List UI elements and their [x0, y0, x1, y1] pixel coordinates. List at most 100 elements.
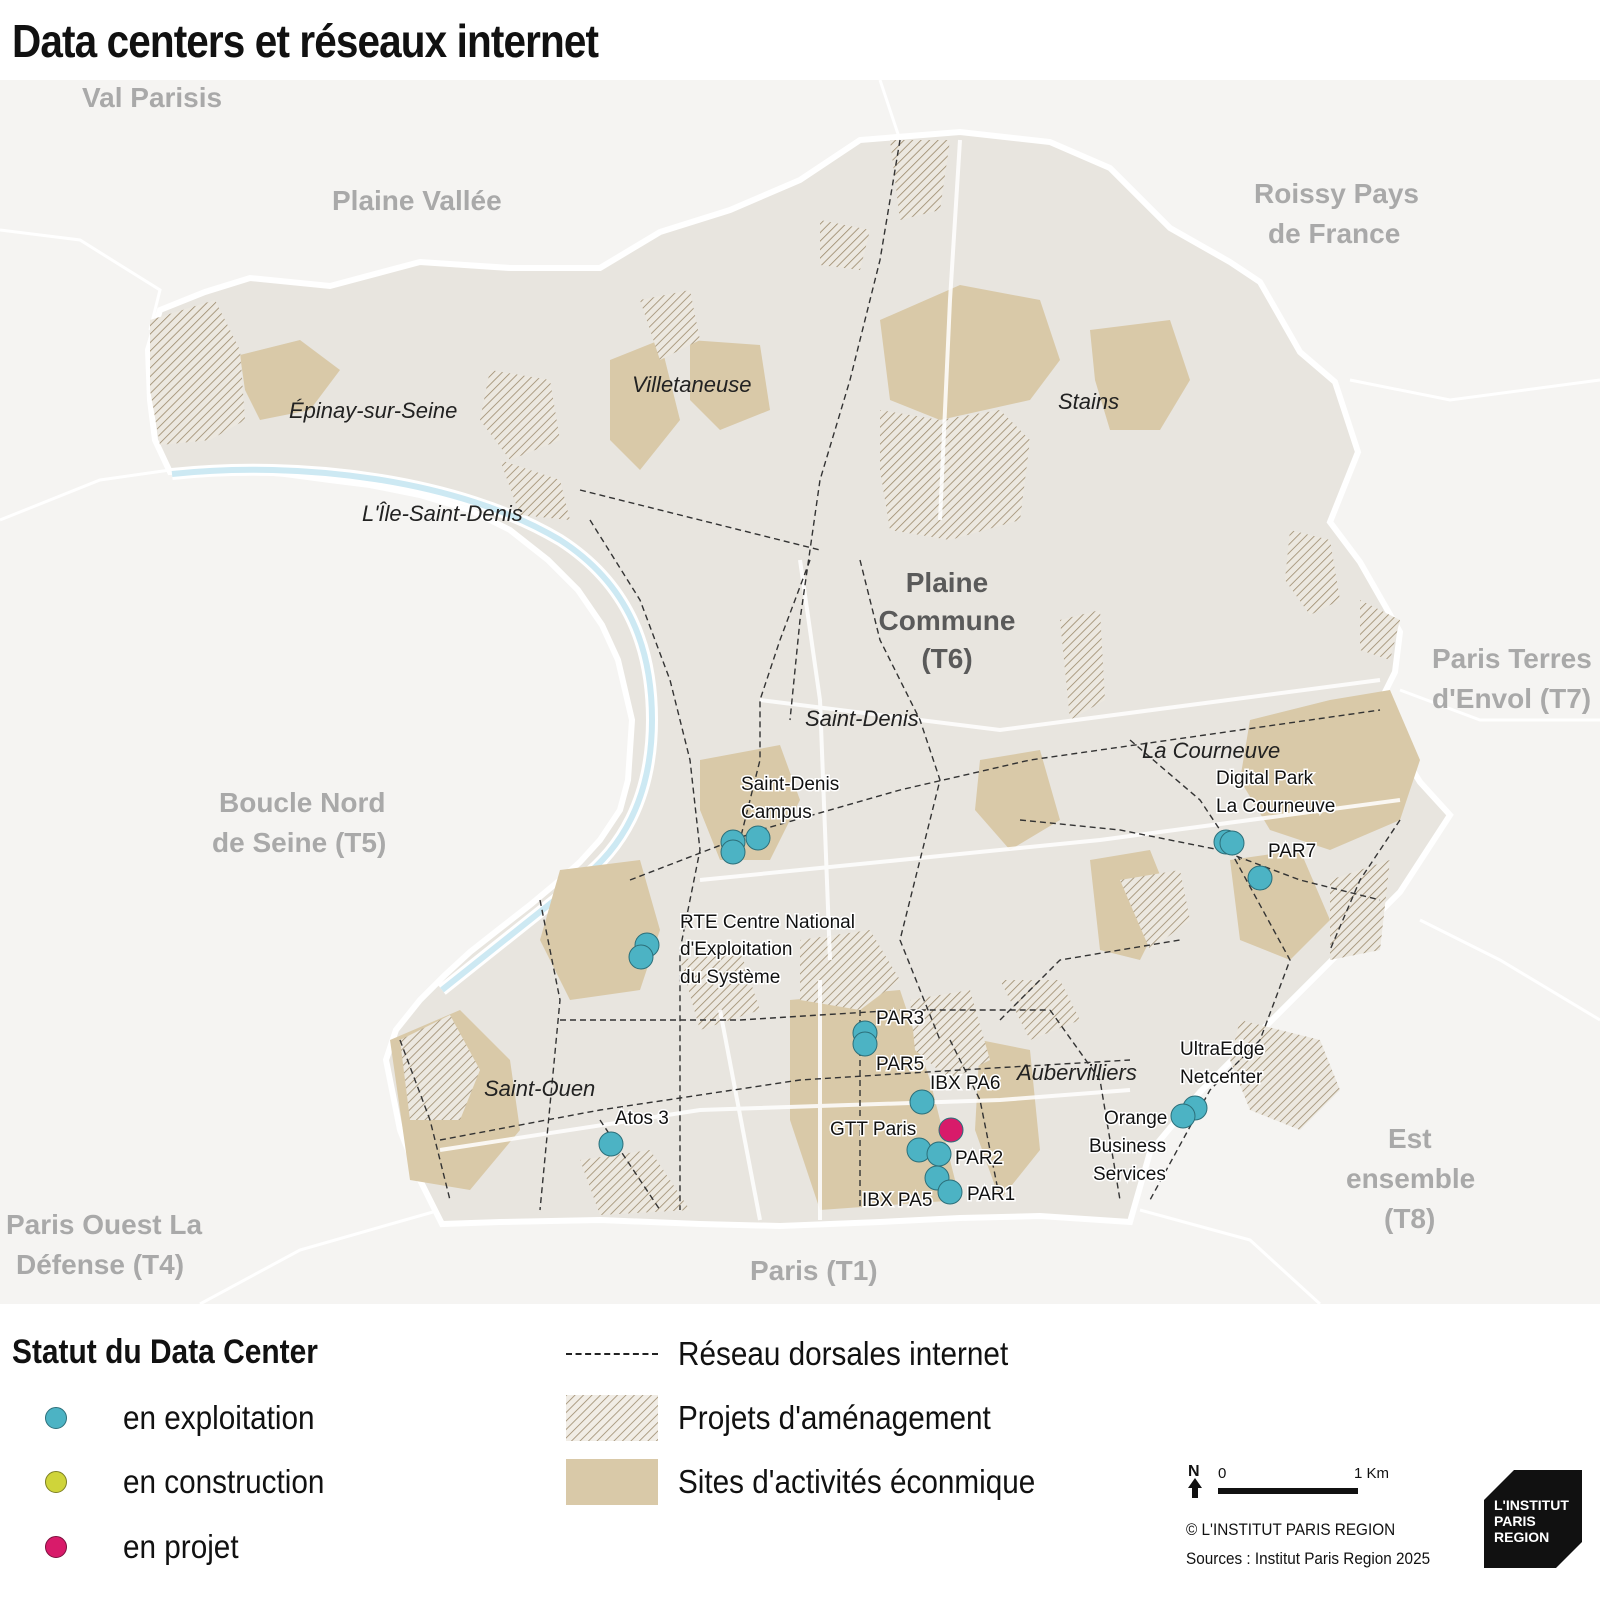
label-saint-denis: Saint-Denis — [805, 706, 919, 731]
logo-text: L'INSTITUT PARIS REGION — [1494, 1497, 1584, 1545]
dc-label-par3: PAR3 — [876, 1008, 924, 1029]
legend-swatch-projects — [566, 1395, 658, 1441]
legend-label-project: en projet — [123, 1528, 239, 1565]
label-epinay: Épinay-sur-Seine — [289, 398, 457, 423]
legend-label-projects: Projets d'aménagement — [678, 1399, 991, 1436]
label-est-ensemble-l3: (T8) — [1384, 1203, 1435, 1234]
label-boucle-nord-l1: Boucle Nord — [219, 787, 385, 818]
legend-item-network: Réseau dorsales internet — [566, 1334, 1045, 1374]
legend-status-title: Statut du Data Center — [12, 1333, 318, 1371]
label-roissy-l1: Roissy Pays — [1254, 178, 1419, 209]
scale-bar: N 0 1 Km — [1188, 1463, 1389, 1498]
datacenter-markers — [598, 825, 1273, 1205]
legend-item-operating: en exploitation — [45, 1398, 336, 1438]
page-title: Data centers et réseaux internet — [12, 15, 599, 67]
datacenter-saint-denis-campus-2[interactable] — [745, 825, 771, 851]
dc-label-ultraedge-l1: UltraEdge — [1180, 1039, 1265, 1060]
legend-item-projects: Projets d'aménagement — [566, 1394, 1026, 1442]
road-network — [439, 139, 1401, 1221]
datacenter-digital-park-2[interactable] — [1219, 830, 1245, 856]
label-la-courneuve: La Courneuve — [1142, 738, 1280, 763]
dc-label-orange-l3: Services — [1093, 1164, 1166, 1185]
legend-dot-construction — [45, 1471, 67, 1493]
dc-label-par1: PAR1 — [967, 1184, 1015, 1205]
logo-line3: REGION — [1494, 1529, 1550, 1545]
datacenter-atos-3[interactable] — [598, 1131, 624, 1157]
dc-label-rte-l1: RTE Centre National — [680, 912, 855, 933]
scale-bar-line — [1218, 1488, 1358, 1494]
neighbour-boundaries — [0, 80, 1600, 1304]
legend-label-construction: en construction — [123, 1463, 325, 1500]
dc-label-ultraedge-l2: Netcenter — [1180, 1067, 1263, 1088]
legend-line-network — [566, 1353, 658, 1355]
dc-label-rte-l2: d'Exploitation — [680, 939, 792, 960]
datacenter-ibx-pa6[interactable] — [909, 1089, 935, 1115]
datacenter-saint-denis-campus-3[interactable] — [720, 839, 746, 865]
dc-label-ibx-pa5: IBX PA5 — [862, 1190, 932, 1211]
datacenter-gtt-paris[interactable] — [938, 1117, 964, 1143]
label-plaine-vallee: Plaine Vallée — [332, 185, 502, 216]
label-saint-ouen: Saint-Ouen — [484, 1076, 595, 1101]
legend-dot-operating — [45, 1407, 67, 1429]
dc-label-saint-denis-campus-l1: Saint-Denis — [741, 774, 839, 795]
dc-label-orange-l1: Orange — [1104, 1108, 1167, 1129]
label-stains: Stains — [1058, 389, 1119, 414]
legend-label-network: Réseau dorsales internet — [678, 1335, 1009, 1372]
label-paris-terres-l1: Paris Terres — [1432, 643, 1592, 674]
label-est-ensemble-l2: ensemble — [1346, 1163, 1475, 1194]
north-arrow-icon — [1188, 1478, 1202, 1498]
label-plaine-commune-l3: (T6) — [921, 643, 972, 674]
label-paris: Paris (T1) — [750, 1255, 878, 1286]
dc-label-orange-l2: Business — [1089, 1136, 1166, 1157]
legend-item-sites: Sites d'activités éconmique — [566, 1458, 1075, 1506]
label-est-ensemble-l1: Est — [1388, 1123, 1432, 1154]
dc-label-gtt-paris: GTT Paris — [830, 1119, 916, 1140]
scale-start: 0 — [1218, 1465, 1226, 1482]
copyright-text: © L'INSTITUT PARIS REGION — [1186, 1520, 1396, 1539]
commune-labels: Épinay-sur-Seine Villetaneuse Stains L'Î… — [289, 372, 1280, 1101]
datacenter-par2-b[interactable] — [926, 1141, 952, 1167]
label-paris-ouest-l1: Paris Ouest La — [6, 1209, 203, 1240]
legend-label-sites: Sites d'activités éconmique — [678, 1463, 1036, 1500]
dc-label-par7: PAR7 — [1268, 841, 1316, 862]
logo-line2: PARIS — [1494, 1513, 1536, 1529]
label-paris-ouest-l2: Défense (T4) — [16, 1249, 184, 1280]
datacenter-par7[interactable] — [1247, 865, 1273, 891]
dc-label-ibx-pa6: IBX PA6 — [930, 1073, 1000, 1094]
label-aubervilliers: Aubervilliers — [1015, 1060, 1137, 1085]
map[interactable]: Val Parisis Plaine Vallée Roissy Pays de… — [0, 80, 1600, 1304]
legend-swatch-sites — [566, 1459, 658, 1505]
datacenter-labels: Saint-Denis Campus RTE Centre National d… — [614, 767, 1337, 1213]
label-plaine-commune-l2: Commune — [879, 605, 1016, 636]
legend-item-construction: en construction — [45, 1462, 347, 1502]
legend-item-project: en projet — [45, 1527, 251, 1567]
datacenter-par5[interactable] — [852, 1031, 878, 1057]
dc-label-digital-park-l2: La Courneuve — [1216, 796, 1335, 817]
territory-labels: Val Parisis Plaine Vallée Roissy Pays de… — [6, 82, 1592, 1286]
plaine-commune-label: Plaine Commune (T6) — [879, 567, 1016, 674]
dc-label-digital-park-l1: Digital Park — [1216, 768, 1314, 789]
label-val-parisis: Val Parisis — [82, 82, 222, 113]
seine-river-water — [171, 466, 656, 993]
scale-end: 1 Km — [1354, 1465, 1389, 1482]
logo-line1: L'INSTITUT — [1494, 1497, 1569, 1513]
north-label: N — [1188, 1463, 1200, 1480]
dc-label-saint-denis-campus-l2: Campus — [741, 802, 812, 823]
label-plaine-commune-l1: Plaine — [906, 567, 988, 598]
development-projects — [150, 140, 1400, 1215]
datacenter-rte-2[interactable] — [628, 944, 654, 970]
label-ile-saint-denis: L'Île-Saint-Denis — [362, 501, 523, 526]
legend-label-operating: en exploitation — [123, 1399, 315, 1436]
label-villetaneuse: Villetaneuse — [632, 372, 751, 397]
datacenter-par1[interactable] — [937, 1179, 963, 1205]
datacenter-orange[interactable] — [1170, 1103, 1196, 1129]
institut-paris-region-logo — [1484, 1470, 1582, 1568]
label-boucle-nord-l2: de Seine (T5) — [212, 827, 386, 858]
dc-label-par5: PAR5 — [876, 1054, 924, 1075]
sources-text: Sources : Institut Paris Region 2025 — [1186, 1549, 1431, 1568]
legend-dot-project — [45, 1536, 67, 1558]
label-roissy-l2: de France — [1268, 218, 1400, 249]
dc-label-par2: PAR2 — [955, 1148, 1003, 1169]
dc-label-rte-l3: du Système — [680, 967, 780, 988]
label-paris-terres-l2: d'Envol (T7) — [1432, 683, 1591, 714]
